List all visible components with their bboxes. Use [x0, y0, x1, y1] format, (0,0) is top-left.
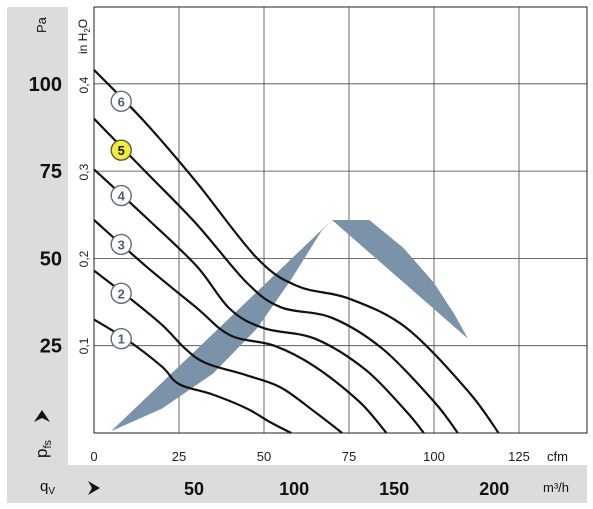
inh2o-tick-label-0-3: 0,3	[77, 163, 91, 180]
curve-marker-circle-4	[110, 184, 132, 207]
inh2o-axis-ticks: 0,1 0,2 0,3 0,4	[77, 76, 91, 354]
curve-4	[93, 168, 425, 434]
curve-marker-circle-2	[110, 282, 132, 305]
curve-marker-6: 6	[110, 90, 132, 112]
curve-marker-5: 5	[110, 139, 132, 161]
curve-marker-circle-1	[110, 328, 132, 350]
svg-text:qV: qV	[40, 478, 55, 497]
curve-marker-label-1: 1	[118, 332, 125, 347]
unit-pa: Pa	[34, 16, 49, 33]
curve-marker-1: 1	[110, 328, 132, 350]
pa-axis-ticks: 25 50 75 100	[29, 74, 62, 358]
m3h-tick-label-50: 50	[184, 479, 204, 499]
pa-tick-label-50: 50	[40, 248, 62, 270]
curve-marker-circle-3	[110, 233, 132, 256]
flow-arrow-icon	[88, 481, 100, 495]
recommended-range-band	[111, 220, 468, 432]
curve-6	[93, 69, 500, 434]
curve-marker-label-4: 4	[118, 189, 126, 204]
plot-panel	[68, 7, 587, 465]
curve-3	[93, 219, 388, 434]
unit-m3h: m³/h	[543, 480, 569, 495]
m3h-axis-ticks: 50 100 150 200	[184, 479, 509, 499]
cfm-tick-label-0: 0	[90, 449, 97, 464]
recommended-range-layer	[111, 220, 468, 432]
curve-layer	[93, 69, 500, 434]
curve-marker-label-2: 2	[118, 286, 125, 301]
curve-marker-3: 3	[110, 233, 132, 256]
cfm-tick-label-50: 50	[257, 449, 271, 464]
cfm-tick-label-25: 25	[172, 449, 186, 464]
plot-border	[93, 6, 588, 434]
curve-marker-circle-5	[110, 139, 132, 161]
svg-text:pfs: pfs	[32, 439, 54, 458]
unit-inh2o: in H2O	[76, 19, 92, 54]
curve-marker-circle-6	[110, 90, 132, 112]
curve-marker-label-3: 3	[118, 237, 125, 252]
m3h-axis-bar	[7, 467, 587, 503]
curve-2	[93, 269, 343, 434]
curve-marker-label-6: 6	[118, 94, 125, 109]
curve-5	[93, 117, 459, 434]
cfm-tick-label-100: 100	[423, 449, 445, 464]
curve-marker-4: 4	[110, 184, 132, 207]
inh2o-tick-label-0-2: 0,2	[77, 250, 91, 267]
cfm-tick-label-75: 75	[342, 449, 356, 464]
pa-tick-label-75: 75	[40, 161, 62, 183]
svg-text:in H2O: in H2O	[76, 19, 92, 54]
pressure-arrow-icon	[34, 410, 50, 422]
pressure-symbol: pfs	[32, 410, 54, 458]
inh2o-tick-label-0-4: 0,4	[77, 76, 91, 93]
m3h-tick-label-150: 150	[379, 479, 409, 499]
unit-cfm: cfm	[547, 449, 568, 464]
grid	[94, 7, 587, 433]
flow-symbol: qV	[40, 478, 100, 497]
cfm-axis-ticks: 0 25 50 75 100 125	[90, 449, 529, 464]
curve-marker-2: 2	[110, 282, 132, 305]
m3h-tick-label-200: 200	[479, 479, 509, 499]
inh2o-tick-label-0-1: 0,1	[77, 337, 91, 354]
cfm-tick-label-125: 125	[508, 449, 530, 464]
pa-tick-label-25: 25	[40, 336, 62, 358]
pa-tick-label-100: 100	[29, 74, 62, 96]
curve-marker-layer: 1 2 3 4 5 6	[110, 90, 132, 350]
curve-marker-label-5: 5	[118, 143, 125, 158]
m3h-tick-label-100: 100	[279, 479, 309, 499]
